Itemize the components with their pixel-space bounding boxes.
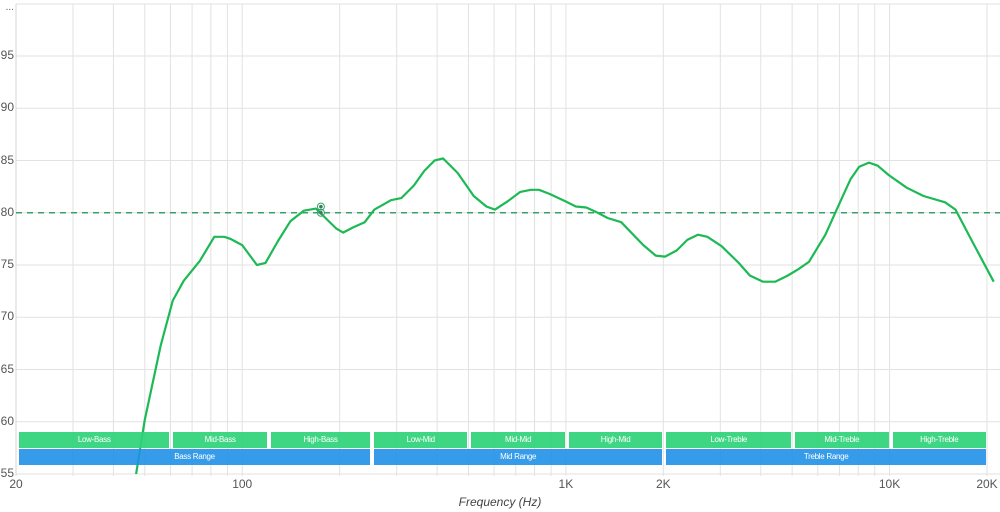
band-treble-range: Treble Range xyxy=(666,449,986,465)
band-mid-treble: Mid-Treble xyxy=(795,432,889,448)
y-tick-label: 70 xyxy=(0,309,14,324)
band-mid-range: Mid Range xyxy=(374,449,663,465)
y-tick-label: 60 xyxy=(0,413,14,428)
y-tick-label: 85 xyxy=(0,152,14,167)
x-tick-label: 100 xyxy=(232,477,253,491)
y-tick-label: 90 xyxy=(0,100,14,115)
x-tick-label: 1K xyxy=(558,477,574,491)
curve-marker[interactable] xyxy=(316,202,325,217)
y-tick-label: 95 xyxy=(0,48,14,62)
y-tick-label: 80 xyxy=(0,204,14,219)
band-low-treble: Low-Treble xyxy=(666,432,792,448)
band-low-bass: Low-Bass xyxy=(19,432,170,448)
x-axis-label: Frequency (Hz) xyxy=(458,495,542,509)
y-tick-label: 75 xyxy=(0,257,14,271)
band-high-bass: High-Bass xyxy=(270,432,371,448)
y-tick-label: 65 xyxy=(0,361,14,376)
x-tick-label: 2K xyxy=(655,477,671,491)
band-mid-mid: Mid-Mid xyxy=(471,432,565,448)
x-tick-label: 20K xyxy=(976,477,998,491)
x-tick-label: 20 xyxy=(9,477,23,491)
band-high-treble: High-Treble xyxy=(892,432,986,448)
band-bass-range: Bass Range xyxy=(19,449,371,465)
band-low-mid: Low-Mid xyxy=(374,432,468,448)
y-axis-top-label: ... xyxy=(5,2,14,13)
band-mid-bass: Mid-Bass xyxy=(173,432,267,448)
grid-lines xyxy=(15,3,1000,476)
y-tick-label: 55 xyxy=(0,466,14,480)
band-high-mid: High-Mid xyxy=(568,432,663,448)
x-tick-label: 10K xyxy=(878,477,901,491)
response-curve[interactable] xyxy=(135,157,995,475)
